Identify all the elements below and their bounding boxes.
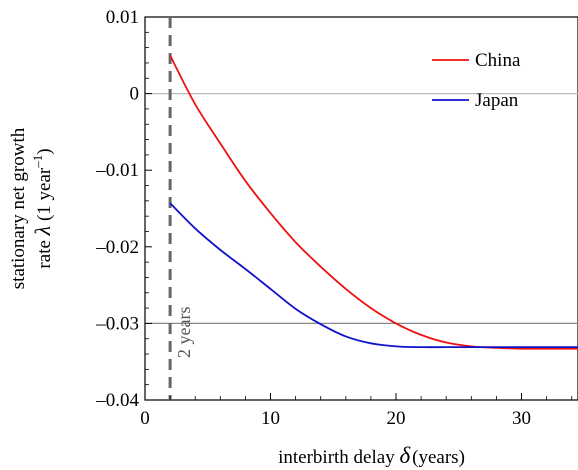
- legend-label: China: [475, 50, 521, 71]
- x-tick-label: 10: [261, 408, 280, 429]
- y-tick-label: 0: [130, 84, 140, 105]
- vertical-marker: 2 years: [168, 17, 194, 400]
- x-tick-label: 0: [140, 408, 150, 429]
- y-tick-label: –0.04: [95, 390, 139, 411]
- marker-label: 2 years: [174, 307, 194, 358]
- series-line-japan: [169, 202, 578, 349]
- y-axis-label-line2: rate λ (1 year–1): [30, 148, 55, 268]
- x-tick-label: 20: [387, 408, 406, 429]
- series-line-china: [169, 54, 578, 350]
- legend: China Japan: [432, 50, 521, 111]
- y-axis-label: stationary net growth rate λ (1 year–1): [8, 127, 55, 289]
- y-tick-label: –0.02: [95, 237, 139, 258]
- gridlines: [145, 92, 578, 324]
- y-axis-label-line1: stationary net growth: [8, 127, 29, 289]
- x-tick-label: 30: [512, 408, 531, 429]
- y-tick-label: –0.03: [95, 313, 139, 334]
- y-tick-label: 0.01: [106, 7, 139, 28]
- axis-ticks: –0.04 –0.03 –0.02 –0.01 0 0.01 0 10 20 30: [95, 7, 573, 429]
- x-axis-label: interbirth delay δ (years): [278, 443, 465, 468]
- legend-label: Japan: [475, 90, 519, 111]
- plot-area: [144, 16, 578, 401]
- y-tick-label: –0.01: [95, 160, 139, 181]
- series-group: [169, 54, 578, 350]
